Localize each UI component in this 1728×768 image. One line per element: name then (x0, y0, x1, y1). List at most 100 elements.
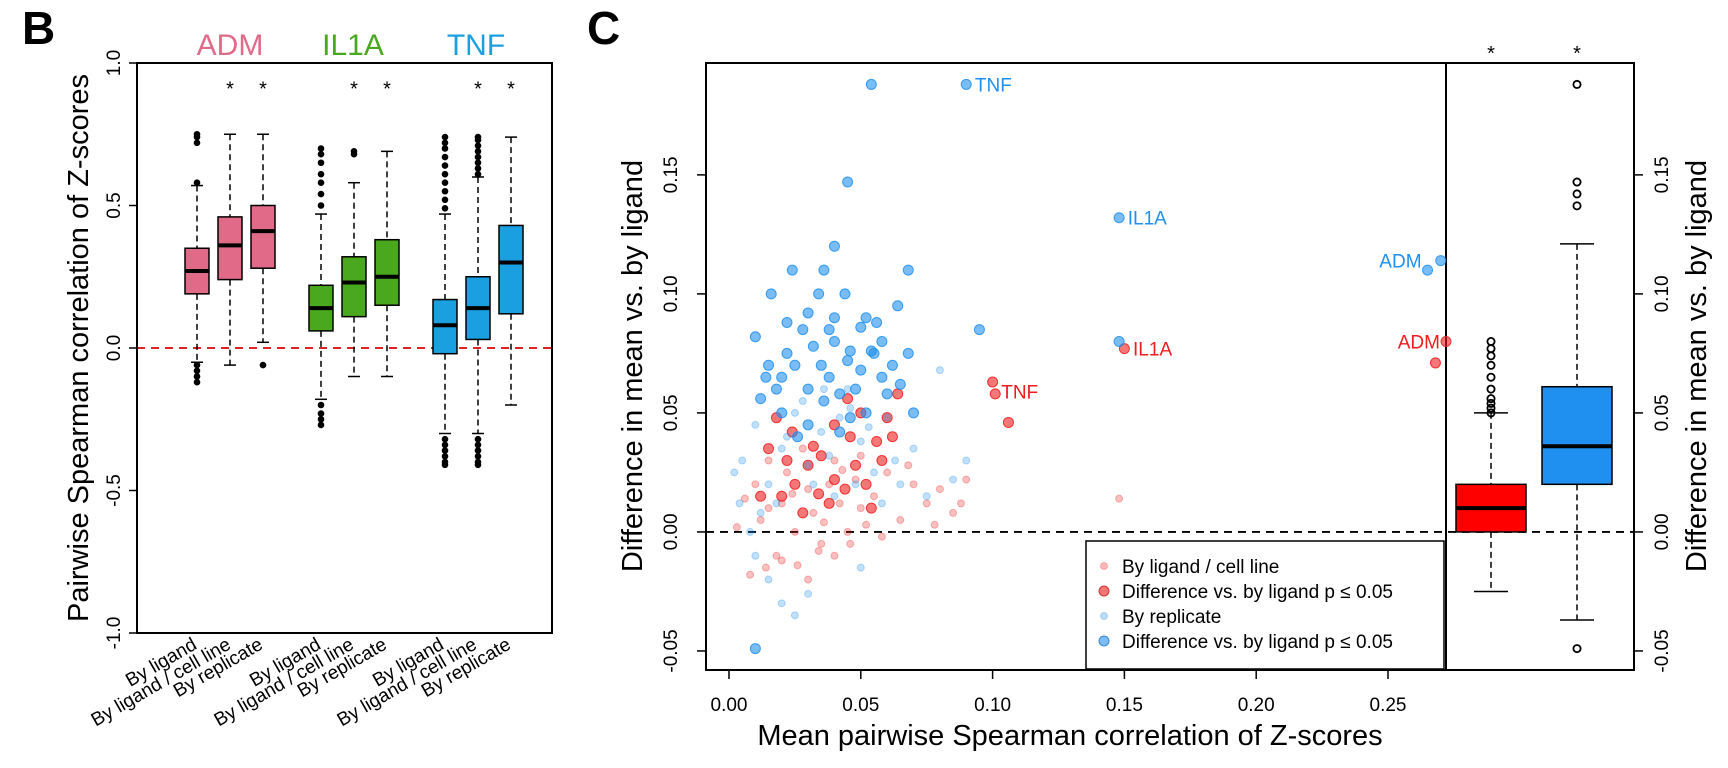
scatter-point (869, 468, 878, 477)
scatter-point (777, 444, 786, 453)
scatter-point (856, 563, 865, 572)
box-outlier (193, 179, 201, 186)
scatter-point-significant (876, 336, 888, 348)
scatter-point (896, 516, 905, 525)
scatter-point-significant (855, 364, 867, 376)
box-adm (217, 216, 243, 281)
scatter-point-significant (844, 431, 856, 443)
scatter-point (809, 508, 818, 517)
scatter-point (746, 527, 755, 536)
point-label-tnf-blue: TNF (975, 75, 1012, 96)
scatter-point (862, 520, 871, 529)
scatter-point-significant (781, 316, 793, 328)
side-box-outlier (1486, 360, 1496, 370)
scatter-point (772, 551, 781, 560)
scatter-point (949, 508, 958, 517)
scatter-point-significant (987, 376, 999, 388)
scatter-point (772, 499, 781, 508)
box-outlier (474, 461, 482, 469)
box-outlier (474, 142, 482, 149)
box-outlier (193, 139, 201, 147)
side-box-outlier (1486, 372, 1496, 382)
scatter-point (790, 611, 799, 620)
scatter-point (877, 532, 886, 541)
scatter-point-significant (834, 426, 846, 438)
box-outlier (474, 165, 482, 172)
panel-c-legend: By ligand / cell line Difference vs. by … (1085, 540, 1445, 670)
scatter-point (777, 556, 786, 565)
scatter-point-significant (1422, 264, 1434, 276)
scatter-point-significant (1002, 416, 1014, 428)
box-outlier (474, 435, 482, 443)
scatter-point (761, 563, 770, 572)
box-outlier (441, 187, 449, 195)
scatter-point (935, 366, 944, 375)
point-label-adm-blue: ADM (1379, 252, 1421, 273)
scatter-point-significant (813, 288, 825, 300)
scatter-point (817, 539, 826, 548)
scatter-point (851, 480, 860, 489)
box-outlier (441, 145, 449, 152)
box-outlier (193, 367, 201, 375)
scatter-point-significant (776, 371, 788, 383)
box-outlier (441, 435, 449, 443)
box-outlier (350, 148, 358, 155)
scatter-point (869, 492, 878, 501)
scatter-point (1115, 494, 1124, 503)
scatter-point-significant (860, 312, 872, 324)
significance-star: * (383, 79, 391, 101)
scatter-point-significant (886, 359, 898, 371)
scatter-point (764, 480, 773, 489)
box-outlier (474, 447, 482, 454)
panel-c-y-axis-label: Difference in mean vs. by ligand (617, 160, 649, 572)
scatter-point (830, 492, 839, 501)
scatter-point (835, 413, 844, 422)
legend-label: Difference vs. by ligand p ≤ 0.05 (1122, 582, 1393, 603)
side-box-outlier (1486, 394, 1496, 404)
scatter-point-significant (813, 488, 825, 500)
box-outlier (474, 170, 482, 178)
scatter-point (846, 539, 855, 548)
significance-star: * (1573, 43, 1581, 65)
scatter-point-significant (1429, 357, 1441, 369)
scatter-point (764, 504, 773, 513)
panel-c-y-axis: -0.05 0.00 0.05 0.10 0.15 (661, 156, 707, 673)
scatter-point (777, 599, 786, 608)
box-outlier (317, 202, 325, 209)
scatter-point-significant (828, 240, 840, 252)
panel-c-right-ytick: -0.05 (1652, 629, 1673, 672)
box-outlier (317, 410, 325, 417)
panel-b: B 1.0 0.5 0.0 -0.5 -1.0 Pairwise Spearma… (22, 2, 553, 731)
scatter-point-significant (855, 321, 867, 333)
legend-label: By ligand / cell line (1122, 557, 1279, 578)
box-outlier (474, 153, 482, 161)
panel-c-xtick: 0.25 (1370, 695, 1407, 716)
scatter-point (883, 413, 892, 422)
scatter-point-significant (797, 507, 809, 519)
scatter-point-significant (834, 388, 846, 400)
panel-c-ytick: -0.05 (661, 629, 682, 672)
box-outlier (441, 441, 449, 449)
scatter-point (730, 468, 739, 477)
side-box-outlier (1486, 351, 1496, 361)
scatter-point (922, 499, 931, 508)
scatter-point-significant (860, 478, 872, 490)
scatter-point (764, 456, 773, 465)
scatter-point-significant (973, 324, 985, 336)
scatter-point (798, 397, 807, 406)
scatter-point-significant (749, 331, 761, 343)
scatter-point-significant (871, 435, 883, 447)
scatter-point (804, 485, 813, 494)
scatter-point-significant (823, 324, 835, 336)
scatter-point (864, 423, 873, 432)
significance-star: * (259, 79, 267, 101)
scatter-point-significant (802, 307, 814, 319)
scatter-point (830, 456, 839, 465)
scatter-point-significant (789, 478, 801, 490)
scatter-point (735, 499, 744, 508)
significance-star: * (474, 79, 482, 101)
scatter-point (738, 456, 747, 465)
legend-swatch-replicate (1100, 612, 1108, 620)
scatter-point (962, 475, 971, 484)
